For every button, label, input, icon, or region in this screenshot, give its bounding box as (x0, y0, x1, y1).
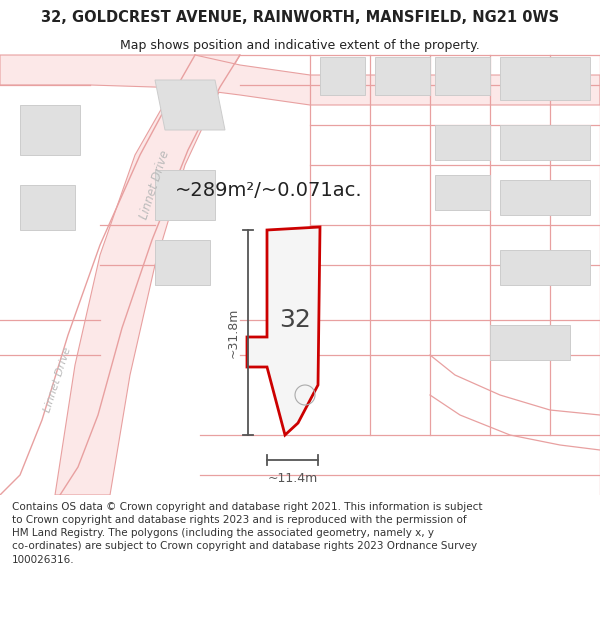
Polygon shape (247, 227, 320, 435)
Polygon shape (490, 325, 570, 360)
Text: ~11.4m: ~11.4m (268, 472, 317, 485)
Polygon shape (500, 180, 590, 215)
Text: ~289m²/~0.071ac.: ~289m²/~0.071ac. (175, 181, 362, 199)
Polygon shape (500, 250, 590, 285)
Text: 32: 32 (279, 308, 311, 332)
Text: 32, GOLDCREST AVENUE, RAINWORTH, MANSFIELD, NG21 0WS: 32, GOLDCREST AVENUE, RAINWORTH, MANSFIE… (41, 10, 559, 25)
Polygon shape (435, 125, 490, 160)
Polygon shape (155, 240, 210, 285)
Text: Linnet Drive: Linnet Drive (43, 346, 73, 414)
Polygon shape (435, 175, 490, 210)
Polygon shape (55, 55, 240, 495)
Polygon shape (0, 55, 600, 105)
Polygon shape (500, 125, 590, 160)
Polygon shape (20, 105, 80, 155)
Polygon shape (155, 170, 215, 220)
Text: Map shows position and indicative extent of the property.: Map shows position and indicative extent… (120, 39, 480, 52)
Polygon shape (320, 57, 365, 95)
Text: Contains OS data © Crown copyright and database right 2021. This information is : Contains OS data © Crown copyright and d… (12, 502, 482, 564)
Polygon shape (500, 57, 590, 100)
Polygon shape (20, 185, 75, 230)
Polygon shape (155, 80, 225, 130)
Text: Linnet Drive: Linnet Drive (138, 149, 172, 221)
Text: ~31.8m: ~31.8m (227, 308, 240, 358)
Polygon shape (435, 57, 490, 95)
Polygon shape (375, 57, 430, 95)
